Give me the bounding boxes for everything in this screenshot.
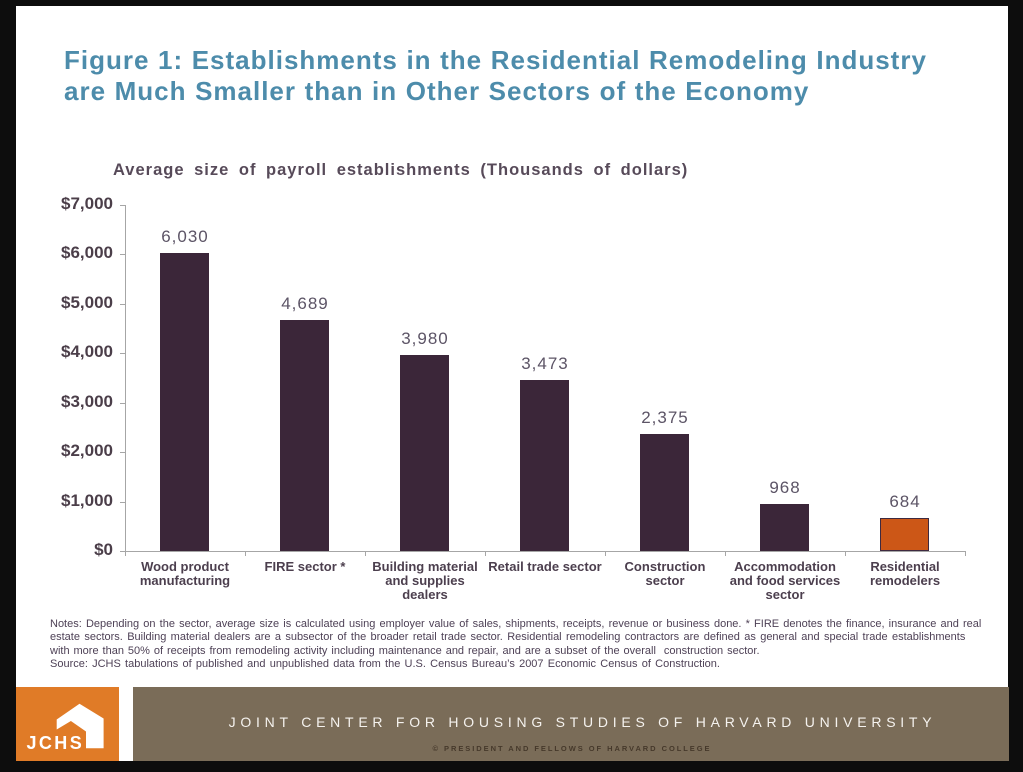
svg-text:JCHS: JCHS (27, 733, 85, 753)
